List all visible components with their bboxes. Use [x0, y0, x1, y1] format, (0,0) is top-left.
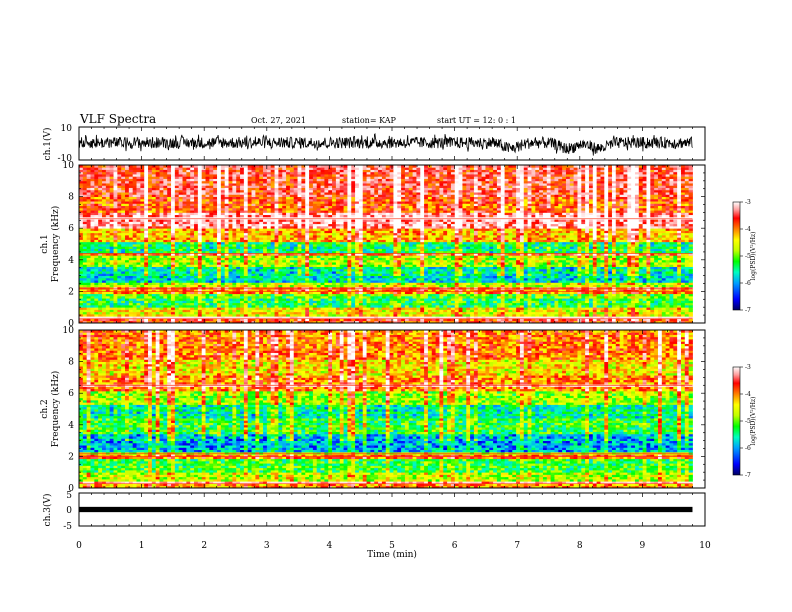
header-station: station= KAP: [342, 116, 397, 125]
figure-title: VLF Spectra: [79, 112, 156, 126]
ch1-ytick-top: 10: [61, 124, 73, 134]
header-start-time: start UT = 12: 0 : 1: [437, 116, 516, 125]
ch1-ylabel: ch.1(V): [42, 128, 53, 161]
ch1-waveform-panel: 10 -10 ch.1(V): [42, 124, 705, 164]
ch1-spectrogram-image: [79, 165, 693, 323]
header-date: Oct. 27, 2021: [251, 116, 306, 125]
